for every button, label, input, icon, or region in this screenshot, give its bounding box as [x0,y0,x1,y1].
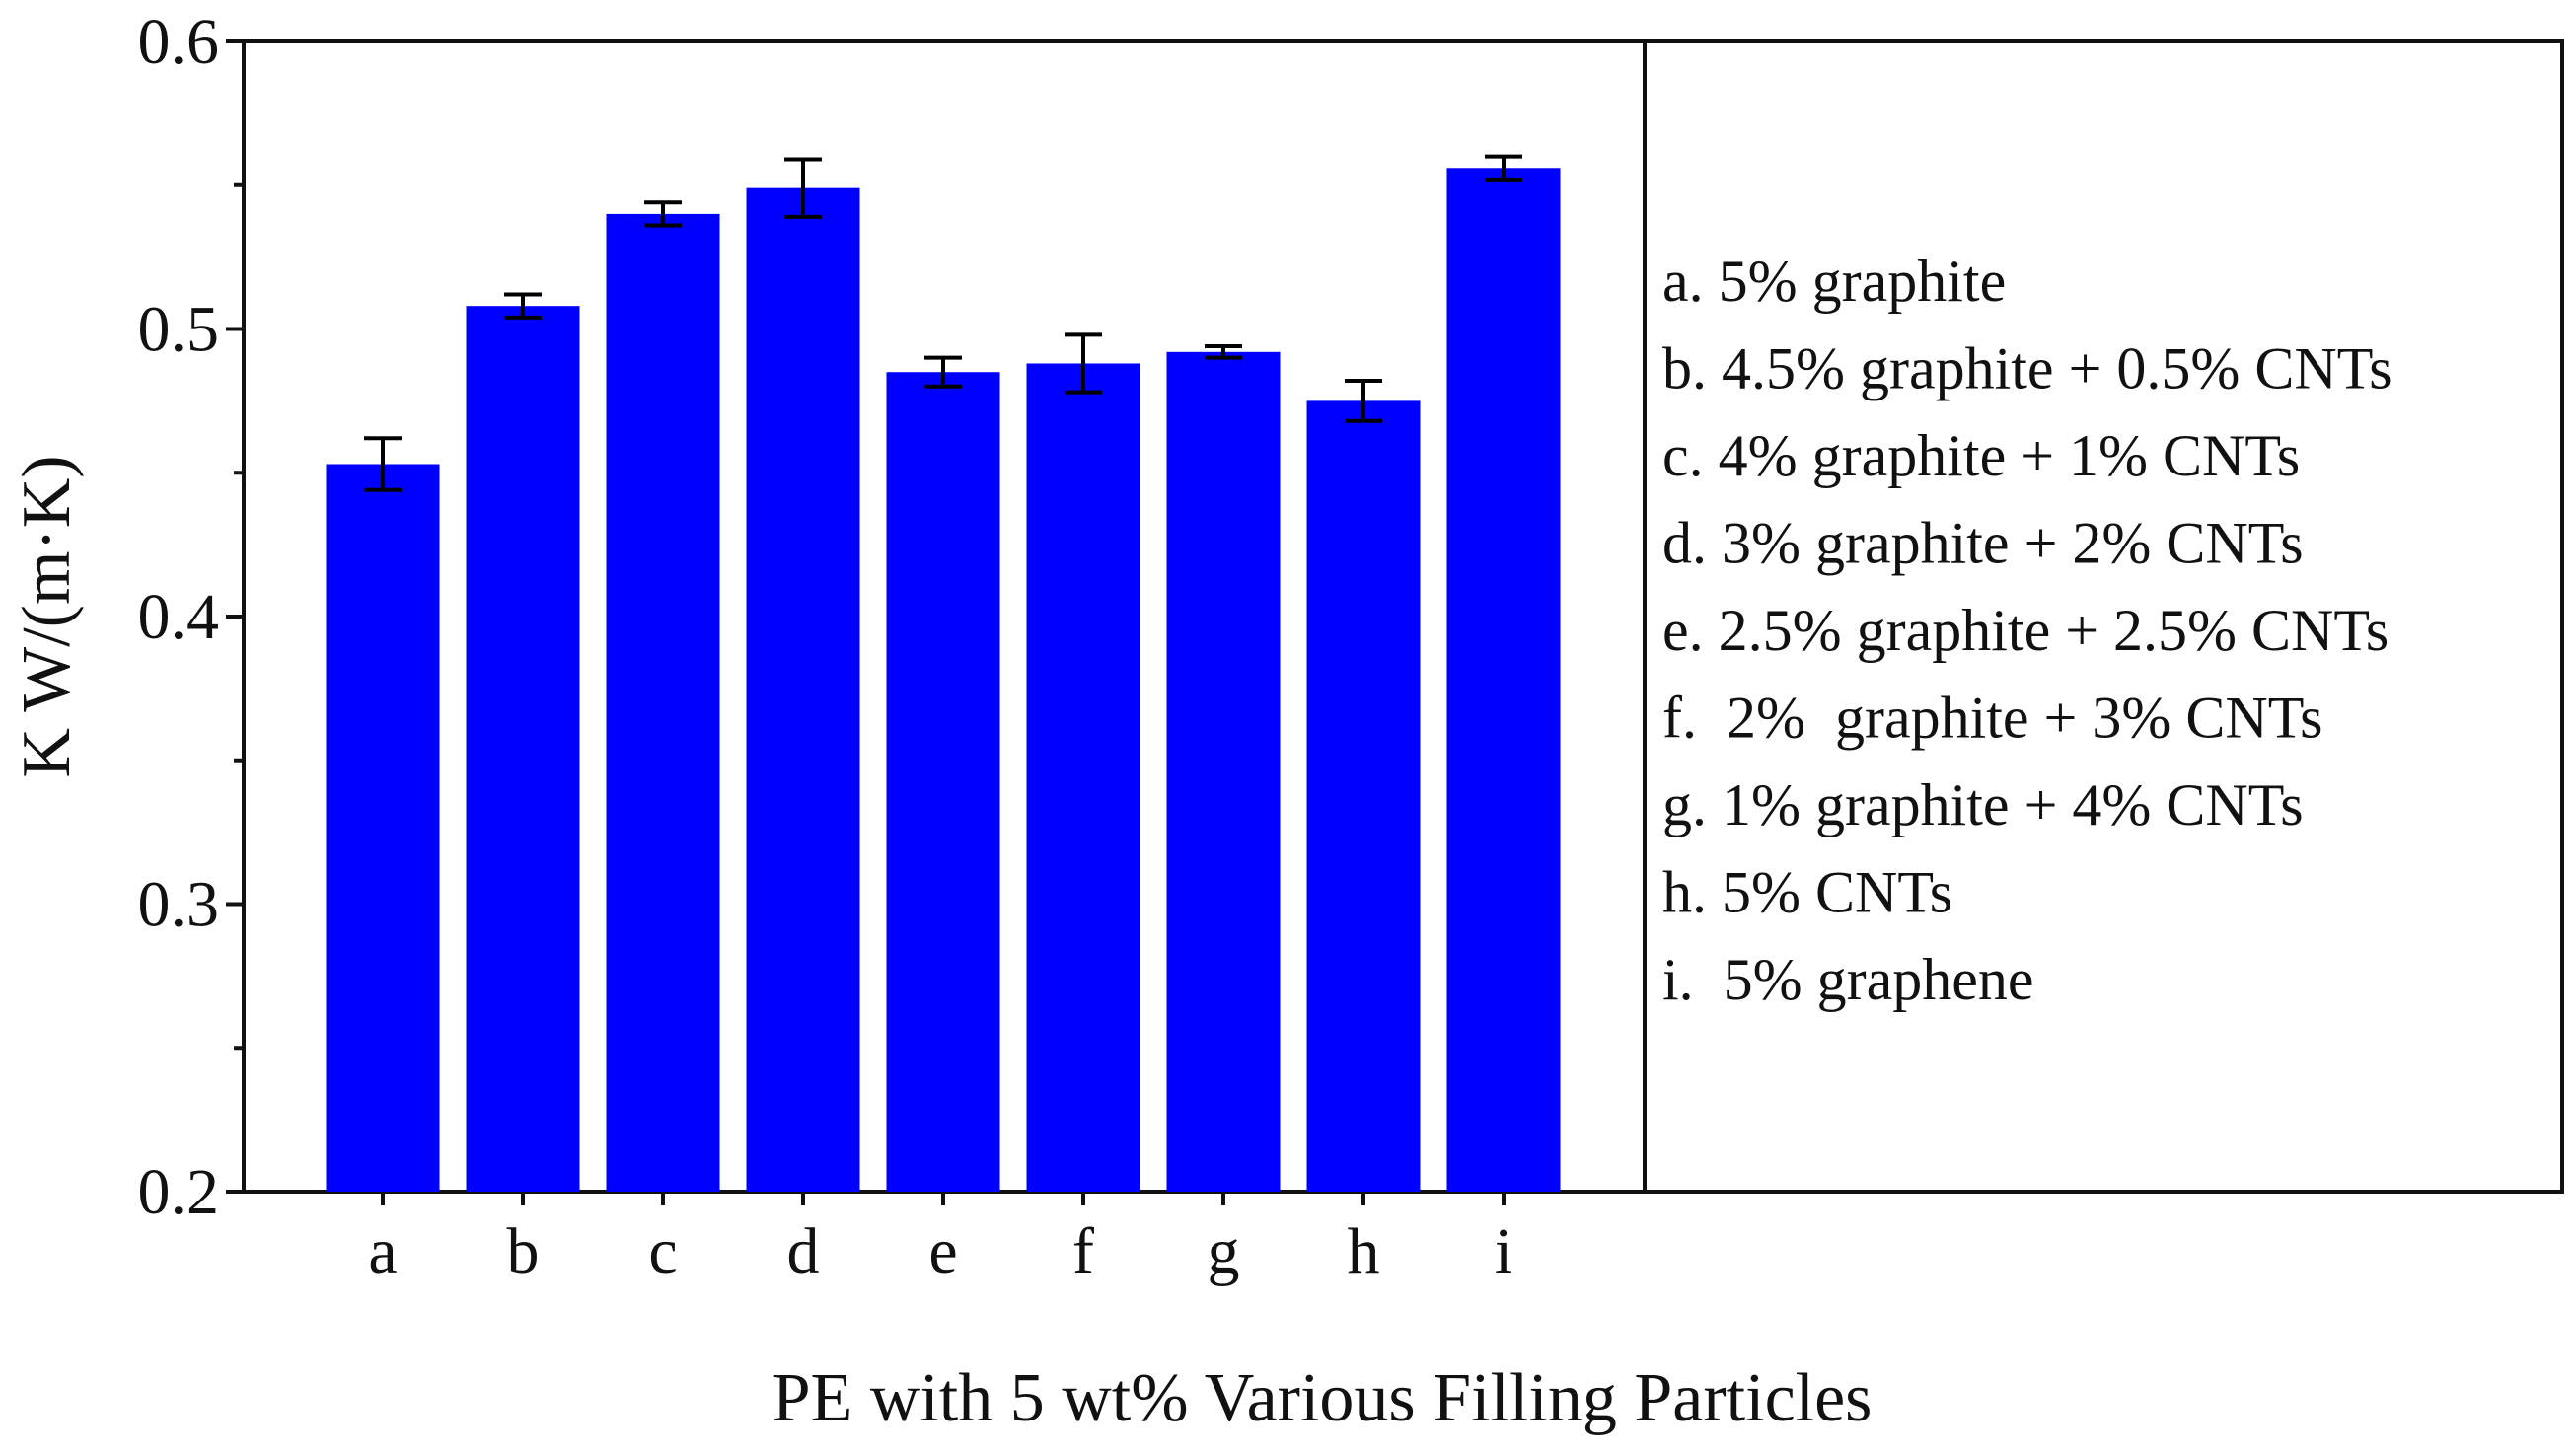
legend-frame [1643,39,2564,1194]
y-tick-label: 0.5 [138,294,220,366]
bar-e [886,372,1000,1193]
bar-f [1026,363,1140,1193]
legend: a. 5% graphite b. 4.5% graphite + 0.5% CN… [1662,249,2392,1012]
x-tick-label-i: i [1495,1215,1512,1287]
legend-entry: f. 2% graphite + 3% CNTs [1662,686,2323,751]
x-tick-label-d: d [787,1215,820,1287]
bar-a [326,464,440,1192]
y-tick-label: 0.2 [138,1156,220,1228]
x-tick-label-g: g [1208,1215,1240,1287]
x-tick-label-h: h [1348,1215,1380,1287]
legend-entry: i. 5% graphene [1662,947,2034,1012]
x-tick-label-a: a [368,1215,397,1287]
y-tick-label: 0.6 [138,6,220,78]
x-tick-label-c: c [648,1215,677,1287]
legend-entry: c. 4% graphite + 1% CNTs [1662,423,2300,488]
error-bars-group [364,154,1522,492]
bar-b [466,306,580,1192]
bar-d [746,187,860,1193]
y-axis-title: K W/(m·K) [9,455,85,777]
x-tick-label-e: e [928,1215,957,1287]
x-tick-label-f: f [1072,1215,1094,1287]
legend-entry: g. 1% graphite + 4% CNTs [1662,772,2304,837]
y-axis: 0.2 0.3 0.4 0.5 0.6 [138,6,244,1228]
legend-entry: b. 4.5% graphite + 0.5% CNTs [1662,336,2392,401]
bar-c [606,213,720,1192]
x-tick-label-b: b [507,1215,540,1287]
y-tick-label: 0.3 [138,869,220,941]
x-axis-title: PE with 5 wt% Various Filling Particles [772,1360,1873,1436]
legend-entry: d. 3% graphite + 2% CNTs [1662,511,2304,576]
bar-g [1166,351,1281,1192]
x-axis: a b c d e f g h i [368,1192,1512,1287]
legend-entry: a. 5% graphite [1662,249,2006,314]
y-tick-label: 0.4 [138,581,220,653]
bars-group [326,168,1561,1193]
legend-entry: e. 2.5% graphite + 2.5% CNTs [1662,598,2389,663]
legend-entry: h. 5% CNTs [1662,860,1952,925]
bar-i [1446,168,1561,1192]
bar-h [1306,400,1421,1192]
